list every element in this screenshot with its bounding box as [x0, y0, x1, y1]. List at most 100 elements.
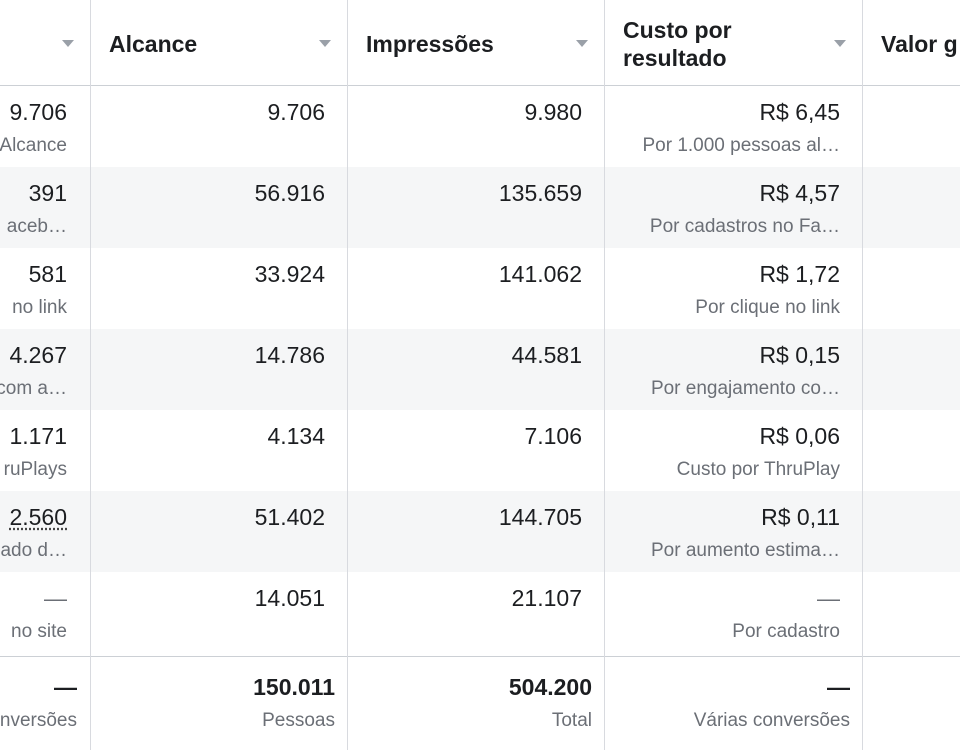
sort-caret-icon[interactable] — [62, 40, 74, 47]
table-row[interactable]: 9.706 Alcance 9.706 9.980 R$ 6,45 Por 1.… — [0, 86, 960, 167]
result-value: 9.706 — [9, 99, 67, 125]
result-value: 391 — [28, 180, 67, 206]
column-divider[interactable] — [862, 0, 863, 750]
impressions-total-label: Total — [551, 710, 592, 731]
cost-value: — — [817, 585, 840, 611]
column-header-cost-per-result[interactable]: Custo por resultado — [605, 0, 862, 86]
reach-cell: 51.402 — [91, 491, 347, 572]
cost-total-value: — — [827, 674, 850, 700]
reach-cell: 33.924 — [91, 248, 347, 329]
impressions-value: 9.980 — [524, 99, 582, 125]
reach-cell: 14.051 — [91, 572, 347, 653]
impressions-cell: 21.107 — [348, 572, 604, 653]
reach-cell: 4.134 — [91, 410, 347, 491]
result-value: 1.171 — [9, 423, 67, 449]
impressions-value: 135.659 — [498, 180, 582, 206]
column-header-impressions[interactable]: Impressões — [348, 0, 604, 86]
result-label: ruPlays — [3, 459, 67, 480]
reach-total-label: Pessoas — [262, 710, 335, 731]
table-header: Alcance Impressões Custo por resultado V… — [0, 0, 960, 86]
sort-caret-icon[interactable] — [319, 40, 331, 47]
column-divider[interactable] — [347, 0, 348, 750]
column-header-value[interactable]: Valor g — [863, 0, 960, 86]
column-divider[interactable] — [90, 0, 91, 750]
column-header-reach[interactable]: Alcance — [91, 0, 347, 86]
reach-cell: 9.706 — [91, 86, 347, 167]
results-cell: 9.706 Alcance — [0, 86, 89, 167]
result-label: no site — [11, 621, 67, 642]
result-value: 4.267 — [9, 342, 67, 368]
impressions-cell: 141.062 — [348, 248, 604, 329]
result-value-link[interactable]: 2.560 — [9, 504, 67, 530]
cost-label: Custo por ThruPlay — [676, 459, 840, 480]
result-value: — — [44, 585, 67, 611]
reach-total-cell: 150.011 Pessoas — [91, 657, 347, 750]
header-divider — [0, 85, 960, 86]
table-row[interactable]: 2.560 ado d… 51.402 144.705 R$ 0,11 Por … — [0, 491, 960, 572]
impressions-total-value: 504.200 — [508, 674, 592, 700]
impressions-cell: 144.705 — [348, 491, 604, 572]
cost-value: R$ 0,06 — [759, 423, 840, 449]
result-label: no link — [12, 297, 67, 318]
result-total-label: nversões — [0, 710, 77, 731]
cost-cell: R$ 6,45 Por 1.000 pessoas al… — [605, 86, 862, 167]
cost-label: Por cadastros no Fa… — [649, 216, 840, 237]
results-cell: 4.267 com a… — [0, 329, 89, 410]
results-cell: — no site — [0, 572, 89, 653]
reach-cell: 14.786 — [91, 329, 347, 410]
cost-cell: R$ 0,15 Por engajamento co… — [605, 329, 862, 410]
table-row[interactable]: 391 aceb… 56.916 135.659 R$ 4,57 Por cad… — [0, 167, 960, 248]
results-cell: 2.560 ado d… — [0, 491, 89, 572]
reach-value: 4.134 — [267, 423, 325, 449]
reach-value: 14.786 — [254, 342, 325, 368]
impressions-value: 141.062 — [498, 261, 582, 287]
impressions-value: 7.106 — [524, 423, 582, 449]
impressions-cell: 7.106 — [348, 410, 604, 491]
column-title: Alcance — [109, 31, 198, 57]
cost-total-cell: — Várias conversões — [605, 657, 862, 750]
column-header-results[interactable] — [0, 0, 90, 86]
totals-row: — nversões 150.011 Pessoas 504.200 Total… — [0, 657, 960, 750]
cost-value: R$ 6,45 — [759, 99, 840, 125]
cost-total-label: Várias conversões — [693, 710, 850, 731]
table-row[interactable]: 4.267 com a… 14.786 44.581 R$ 0,15 Por e… — [0, 329, 960, 410]
impressions-value: 44.581 — [511, 342, 582, 368]
cost-label: Por clique no link — [695, 297, 840, 318]
cost-cell: R$ 0,11 Por aumento estima… — [605, 491, 862, 572]
reach-cell: 56.916 — [91, 167, 347, 248]
sort-caret-icon[interactable] — [834, 40, 846, 47]
cost-cell: R$ 4,57 Por cadastros no Fa… — [605, 167, 862, 248]
results-cell: 391 aceb… — [0, 167, 89, 248]
results-cell: 1.171 ruPlays — [0, 410, 89, 491]
impressions-value: 144.705 — [498, 504, 582, 530]
table-row[interactable]: 1.171 ruPlays 4.134 7.106 R$ 0,06 Custo … — [0, 410, 960, 491]
cost-label: Por engajamento co… — [650, 378, 840, 399]
reach-value: 14.051 — [254, 585, 325, 611]
column-title: Valor g — [881, 31, 958, 57]
impressions-cell: 9.980 — [348, 86, 604, 167]
reach-value: 56.916 — [254, 180, 325, 206]
result-total-value: — — [54, 674, 77, 700]
sort-caret-icon[interactable] — [576, 40, 588, 47]
result-label: Alcance — [0, 135, 67, 156]
table-row[interactable]: — no site 14.051 21.107 — Por cadastro — [0, 572, 960, 653]
cost-value: R$ 1,72 — [759, 261, 840, 287]
cost-label: Por aumento estima… — [650, 540, 840, 561]
column-title: Impressões — [366, 31, 494, 57]
result-label: ado d… — [0, 540, 67, 561]
cost-value: R$ 0,11 — [761, 504, 840, 530]
reach-total-value: 150.011 — [253, 674, 335, 700]
results-cell: 581 no link — [0, 248, 89, 329]
cost-label: Por cadastro — [732, 621, 840, 642]
cost-cell: — Por cadastro — [605, 572, 862, 653]
reach-value: 51.402 — [254, 504, 325, 530]
impressions-cell: 135.659 — [348, 167, 604, 248]
cost-value: R$ 4,57 — [759, 180, 840, 206]
cost-cell: R$ 1,72 Por clique no link — [605, 248, 862, 329]
column-divider[interactable] — [604, 0, 605, 750]
table-row[interactable]: 581 no link 33.924 141.062 R$ 1,72 Por c… — [0, 248, 960, 329]
result-value: 581 — [28, 261, 67, 287]
reach-value: 33.924 — [254, 261, 325, 287]
impressions-cell: 44.581 — [348, 329, 604, 410]
